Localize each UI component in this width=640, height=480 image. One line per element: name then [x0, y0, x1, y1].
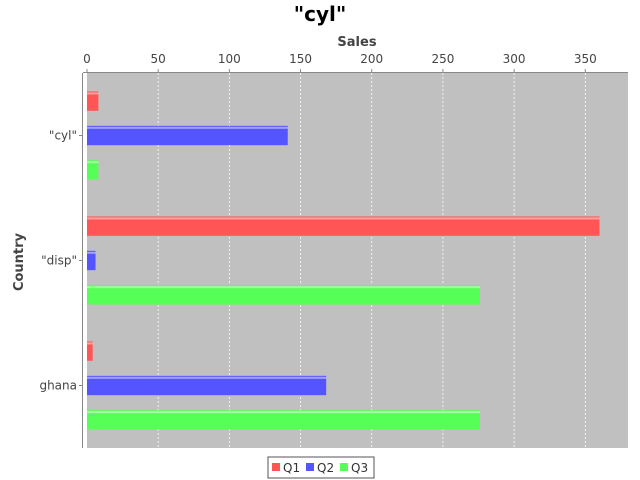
bars	[87, 91, 600, 430]
legend-box	[267, 456, 375, 479]
bar-highlight	[87, 286, 480, 289]
bar-highlight	[87, 411, 480, 414]
bar	[87, 410, 480, 430]
bar	[87, 125, 288, 146]
y-tick-label: "cyl"	[49, 129, 77, 143]
bar-highlight	[87, 342, 93, 345]
bar	[87, 285, 480, 305]
x-tick-label: 300	[503, 52, 526, 66]
y-axis-label: Country	[12, 232, 27, 291]
x-tick-label: 200	[360, 52, 383, 66]
x-tick-label: 250	[431, 52, 454, 66]
legend-item-label: Q1	[283, 461, 300, 475]
x-tick-label: 0	[83, 52, 91, 66]
legend-item-label: Q3	[351, 461, 368, 475]
y-tick-label: ghana	[39, 379, 77, 393]
x-axis-label: Sales	[337, 35, 376, 50]
bar	[87, 216, 600, 236]
bar	[87, 91, 99, 111]
legend-swatch	[306, 463, 314, 471]
bar-highlight	[87, 126, 288, 129]
x-tick-label: 100	[218, 52, 241, 66]
x-tick-label: 50	[151, 52, 166, 66]
legend: Q1 Q2 Q3	[267, 456, 375, 479]
legend-swatch	[272, 463, 280, 471]
bar-highlight	[87, 376, 327, 379]
axes: 0 50 100 150 200 250 300 350 "cyl" "disp" ghana	[39, 52, 628, 448]
bar	[87, 250, 96, 271]
bar-highlight	[87, 217, 600, 220]
bar-highlight	[87, 92, 99, 95]
x-tick-label: 150	[289, 52, 312, 66]
bar	[87, 375, 327, 396]
legend-item-label: Q2	[317, 461, 334, 475]
bar	[87, 160, 99, 180]
chart-title: "cyl"	[294, 2, 347, 26]
bar-highlight	[87, 161, 99, 164]
bar-highlight	[87, 251, 96, 254]
bar	[87, 341, 93, 361]
y-tick-label: "disp"	[41, 254, 77, 268]
legend-swatch	[340, 463, 348, 471]
x-tick-label: 350	[574, 52, 597, 66]
